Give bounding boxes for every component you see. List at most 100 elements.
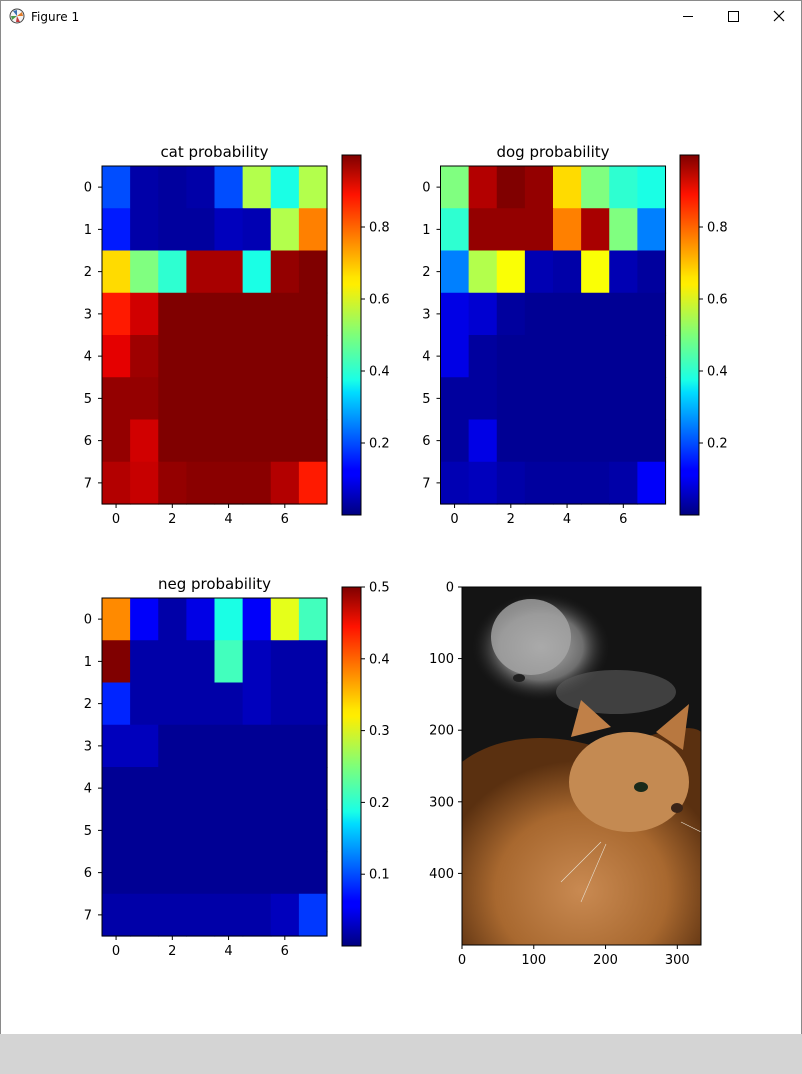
dog-cell-5-6 [609,377,638,421]
photo-ytick-label: 400 [429,867,454,882]
dog-cell-0-5 [581,166,610,209]
cat-cell-3-5 [242,292,272,336]
maximize-button[interactable] [711,1,757,32]
minimize-icon [683,16,693,17]
neg-cell-2-3 [186,682,216,726]
neg-cell-1-1 [130,640,159,684]
cat-cell-4-3 [186,335,216,378]
figure-window: Figure 1 [0,0,802,1034]
dog-cell-5-5 [581,377,610,421]
dog-cell-0-2 [496,166,526,209]
cat-cell-6-3 [186,419,216,463]
dog-cell-0-1 [468,166,498,209]
cat-colorbar-tick-label: 0.4 [369,365,390,380]
neg-cell-3-1 [130,724,159,768]
dog-colorbar-tick-label: 0.2 [707,437,728,452]
neg-colorbar-tick-label: 0.2 [369,796,390,811]
dog-cell-5-1 [468,377,498,421]
photo-ytick-label: 200 [429,724,454,739]
dog-cell-2-3 [524,250,554,294]
cat-cell-5-6 [270,377,300,421]
window-title: Figure 1 [31,10,80,24]
neg-cell-5-5 [242,809,272,853]
dog-ytick-label: 7 [422,476,430,491]
minimize-button[interactable] [665,1,711,32]
neg-cell-2-5 [242,682,272,726]
cat-cell-2-4 [214,250,244,294]
neg-colorbar-ticks: 0.1 0.2 0.3 0.4 0.5 [361,581,390,883]
dog-cell-6-4 [553,419,582,463]
cat-cell-7-1 [130,461,159,505]
dog-cell-0-4 [553,166,582,209]
dog-probability-heatmap [440,166,667,505]
dog-cell-3-5 [581,292,610,336]
neg-cell-3-2 [158,724,187,768]
dog-cell-1-6 [609,208,638,252]
neg-cell-6-5 [242,851,272,895]
neg-cell-1-2 [158,640,187,684]
dog-cell-1-1 [468,208,498,252]
cat-ytick-label: 7 [84,476,92,491]
dog-ytick-label: 5 [422,392,430,407]
dog-cell-1-2 [496,208,526,252]
dog-ytick-label: 4 [422,350,430,365]
cat-cell-1-1 [130,208,159,252]
dog-ytick-label: 3 [422,307,430,322]
neg-cell-0-0 [102,598,131,641]
neg-cell-6-1 [130,851,159,895]
neg-cell-7-0 [102,893,131,937]
cat-cell-1-4 [214,208,244,252]
dog-cell-7-1 [468,461,498,505]
title-bar[interactable]: Figure 1 [1,1,801,32]
cat-cell-6-1 [130,419,159,463]
dog-cell-4-1 [468,335,498,378]
neg-axes-frame [101,597,328,937]
close-icon [773,10,785,22]
neg-cell-4-6 [270,767,300,810]
cat-cell-0-7 [298,166,328,209]
cat-cell-3-2 [158,292,187,336]
photo-xtick-label: 100 [521,953,546,968]
cat-cell-2-3 [186,250,216,294]
cat-cell-3-3 [186,292,216,336]
neg-cell-7-6 [270,893,300,937]
cat-cell-2-6 [270,250,300,294]
neg-ytick-label: 6 [84,866,92,881]
neg-cell-6-7 [298,851,328,895]
cat-cell-0-0 [102,166,131,209]
cat-ytick-label: 5 [84,392,92,407]
cat-cell-7-2 [158,461,187,505]
neg-cell-7-1 [130,893,159,937]
photo-axes-ticks: 0 100 200 300 0 100 200 300 400 [429,581,690,969]
neg-cell-6-4 [214,851,244,895]
neg-colorbar-tick-label: 0.3 [369,724,390,739]
cat-xtick-label: 4 [224,512,232,527]
cat-ytick-label: 2 [84,265,92,280]
cat-cell-4-4 [214,335,244,378]
cat-cell-2-2 [158,250,187,294]
neg-ytick-label: 2 [84,697,92,712]
neg-cell-2-2 [158,682,187,726]
photo-axes-frame [461,586,702,946]
neg-cell-2-0 [102,682,131,726]
neg-cell-4-1 [130,767,159,810]
cat-cell-2-0 [102,250,131,294]
photo-ytick-label: 0 [446,581,454,596]
dog-colorbar-tick-label: 0.6 [707,293,728,308]
neg-cell-4-3 [186,767,216,810]
neg-cell-5-0 [102,809,131,853]
close-button[interactable] [757,1,802,32]
neg-cell-5-1 [130,809,159,853]
neg-cell-3-4 [214,724,244,768]
dog-cell-7-6 [609,461,638,505]
dog-cell-3-0 [440,292,470,336]
dog-cell-2-4 [553,250,582,294]
maximize-icon [728,11,739,22]
dog-cell-2-5 [581,250,610,294]
neg-xtick-label: 0 [112,944,120,959]
cat-cell-1-7 [298,208,328,252]
dog-colorbar-tick-label: 0.4 [707,365,728,380]
cat-dog-photo [462,587,701,945]
cat-cell-4-1 [130,335,159,378]
dog-ytick-label: 6 [422,434,430,449]
